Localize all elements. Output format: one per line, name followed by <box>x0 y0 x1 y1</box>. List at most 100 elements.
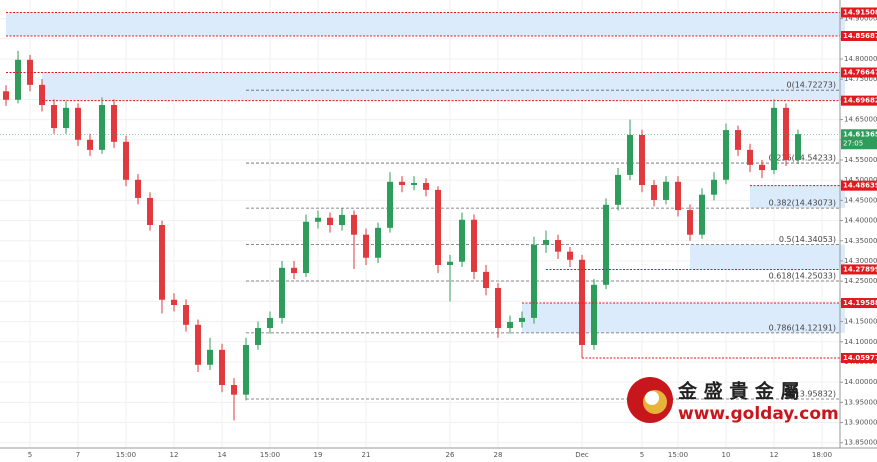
candle-body <box>327 217 333 226</box>
fib-label: 0.786(14.12191) <box>769 323 836 332</box>
y-tick-label: 13.95000 <box>844 398 877 406</box>
level-tag <box>841 95 877 106</box>
y-tick-label: 14.00000 <box>844 378 877 386</box>
level-tag <box>841 298 877 309</box>
candle-body <box>147 197 153 226</box>
fib-label: 0.618(14.25033) <box>769 272 836 281</box>
y-tick-label: 13.85000 <box>844 439 877 447</box>
fib-label: 0(14.72273) <box>786 81 836 90</box>
x-tick-label: 15:00 <box>116 451 136 459</box>
candle-body <box>519 317 525 322</box>
candle-body <box>111 105 117 142</box>
candle-body <box>339 214 345 226</box>
candle-body <box>723 130 729 180</box>
candle-body <box>267 317 273 329</box>
candle-body <box>207 349 213 365</box>
candle-body <box>75 107 81 140</box>
candle-body <box>15 59 21 100</box>
candle-body <box>3 91 9 100</box>
y-tick-label: 14.90000 <box>844 15 877 23</box>
level-tag <box>841 180 877 191</box>
candle-body <box>699 194 705 235</box>
candle-body <box>387 181 393 228</box>
watermark: 金 盛 貴 金 屬 www.golday.com <box>627 377 839 424</box>
candle-body <box>27 59 33 85</box>
zone <box>750 185 845 209</box>
fib-label: 0.5(14.34053) <box>779 235 836 244</box>
candle-body <box>447 261 453 266</box>
candle-body <box>315 217 321 222</box>
candle-body <box>159 225 165 300</box>
zone <box>522 303 845 333</box>
x-tick-label: 18:00 <box>812 451 832 459</box>
candle-body <box>459 219 465 262</box>
candle-body <box>243 344 249 395</box>
candle-body <box>543 239 549 245</box>
candle-body <box>351 214 357 235</box>
candle-body <box>783 107 789 160</box>
x-tick-label: Dec <box>575 451 589 459</box>
y-tick-label: 14.50000 <box>844 176 877 184</box>
candle-body <box>627 134 633 175</box>
level-tag-label: 14.19588 <box>843 299 877 307</box>
zone <box>6 12 845 37</box>
candle-body <box>531 244 537 318</box>
x-tick-label: 15:00 <box>668 451 688 459</box>
watermark-title: 金 盛 貴 金 屬 <box>677 380 799 403</box>
x-tick-label: 26 <box>446 451 455 459</box>
candle-body <box>123 141 129 180</box>
x-tick-label: 10 <box>722 451 731 459</box>
x-tick-label: 14 <box>218 451 227 459</box>
candle-body <box>363 234 369 258</box>
y-tick-label: 14.40000 <box>844 217 877 225</box>
y-tick-label: 14.30000 <box>844 257 877 265</box>
level-tag <box>841 31 877 42</box>
x-tick-label: 21 <box>362 451 371 459</box>
candle-body <box>87 139 93 150</box>
candle-body <box>411 182 417 186</box>
candle-body <box>639 134 645 186</box>
candle-body <box>603 204 609 285</box>
x-tick-label: 5 <box>640 451 644 459</box>
zone <box>42 72 845 101</box>
candle-body <box>747 149 753 165</box>
candle-body <box>507 321 513 329</box>
candle-body <box>711 179 717 195</box>
x-tick-label: 15:00 <box>260 451 280 459</box>
y-tick-label: 14.15000 <box>844 318 877 326</box>
candle-body <box>675 181 681 211</box>
x-tick-label: 7 <box>76 451 80 459</box>
candle-body <box>183 304 189 325</box>
candle-body <box>279 267 285 318</box>
candle-body <box>99 105 105 150</box>
candle-body <box>495 288 501 329</box>
candle-body <box>291 267 297 274</box>
logo-core <box>645 391 659 405</box>
level-tag <box>841 7 877 18</box>
candle-body <box>303 221 309 274</box>
candle-body <box>51 105 57 129</box>
candle-body <box>255 328 261 345</box>
candle-body <box>795 134 801 160</box>
candle-body <box>219 349 225 385</box>
candle-body <box>567 251 573 260</box>
candle-body <box>399 181 405 186</box>
fib-label: 0.382(14.43073) <box>769 199 836 208</box>
level-tag-label: 14.05977 <box>843 354 877 362</box>
level-tag <box>841 67 877 78</box>
level-tag-label: 14.91508 <box>843 8 877 16</box>
candle-body <box>423 182 429 190</box>
y-tick-label: 14.35000 <box>844 237 877 245</box>
y-tick-label: 14.10000 <box>844 338 877 346</box>
candle-body <box>771 107 777 171</box>
candle-body <box>555 239 561 252</box>
last-price-label: 14.61365 <box>843 130 877 138</box>
level-tag-label: 14.69682 <box>843 97 877 105</box>
level-tag <box>841 353 877 364</box>
candle-body <box>135 179 141 198</box>
candle-body <box>615 174 621 205</box>
candle-body <box>663 181 669 200</box>
y-tick-label: 14.55000 <box>844 156 877 164</box>
candle-body <box>483 271 489 289</box>
